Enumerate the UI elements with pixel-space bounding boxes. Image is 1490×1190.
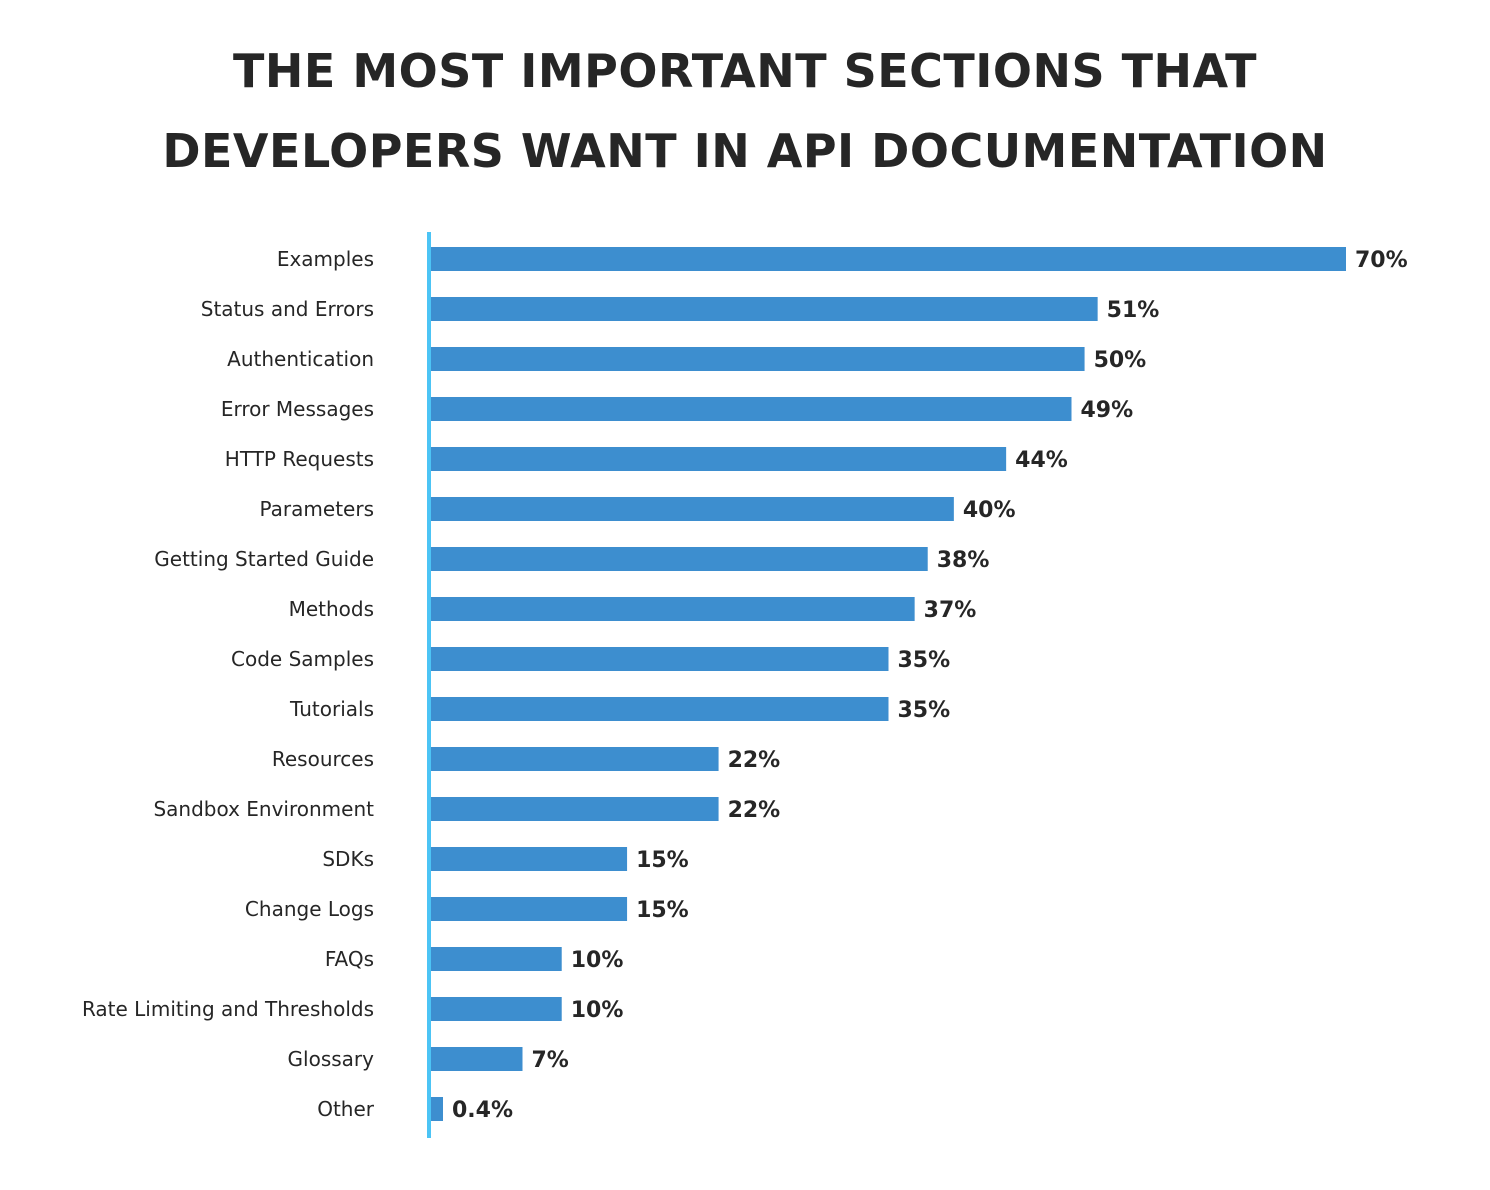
bar <box>431 997 562 1021</box>
category-label: Other <box>317 1097 375 1121</box>
data-label: 49% <box>1081 398 1134 423</box>
category-label: HTTP Requests <box>225 447 374 471</box>
bar <box>431 447 1007 471</box>
data-label: 40% <box>963 498 1016 523</box>
data-label: 50% <box>1094 348 1147 373</box>
category-label: FAQs <box>325 947 374 971</box>
bar <box>431 497 954 521</box>
category-label: Code Samples <box>231 647 374 671</box>
category-label: Getting Started Guide <box>154 547 374 571</box>
data-label: 7% <box>532 1048 569 1073</box>
data-label: 22% <box>728 748 781 773</box>
bar <box>431 647 889 671</box>
bar <box>431 347 1085 371</box>
category-label: Parameters <box>260 497 374 521</box>
category-label: SDKs <box>322 847 374 871</box>
category-label: Change Logs <box>245 897 374 921</box>
category-label: Authentication <box>227 347 374 371</box>
category-label: Error Messages <box>221 397 374 421</box>
y-axis-line <box>427 232 431 1138</box>
data-label: 51% <box>1107 298 1160 323</box>
bar <box>431 247 1346 271</box>
data-label: 70% <box>1355 248 1408 273</box>
category-label: Status and Errors <box>201 297 374 321</box>
chart-title-line-2: DEVELOPERS WANT IN API DOCUMENTATION <box>162 124 1328 178</box>
bar <box>431 847 628 871</box>
data-label: 22% <box>728 798 781 823</box>
bar <box>431 1047 523 1071</box>
bar <box>431 947 562 971</box>
bar <box>431 547 928 571</box>
data-label: 15% <box>636 848 689 873</box>
chart-title-line-1: THE MOST IMPORTANT SECTIONS THAT <box>233 44 1257 98</box>
bar <box>431 297 1098 321</box>
bar <box>431 747 719 771</box>
data-label: 37% <box>924 598 977 623</box>
category-label: Sandbox Environment <box>153 797 374 821</box>
data-label: 38% <box>937 548 990 573</box>
bar <box>431 597 915 621</box>
data-label: 15% <box>636 898 689 923</box>
data-label: 10% <box>571 998 624 1023</box>
data-label: 44% <box>1015 448 1068 473</box>
category-label: Examples <box>277 247 374 271</box>
bar <box>431 1097 443 1121</box>
data-label: 10% <box>571 948 624 973</box>
category-label: Rate Limiting and Thresholds <box>82 997 374 1021</box>
data-label: 0.4% <box>452 1098 513 1123</box>
bar <box>431 397 1072 421</box>
category-label: Methods <box>289 597 374 621</box>
category-label: Tutorials <box>289 697 374 721</box>
data-label: 35% <box>898 698 951 723</box>
data-label: 35% <box>898 648 951 673</box>
bar <box>431 797 719 821</box>
category-label: Glossary <box>288 1047 375 1071</box>
bar <box>431 697 889 721</box>
category-label: Resources <box>272 747 374 771</box>
bar <box>431 897 628 921</box>
